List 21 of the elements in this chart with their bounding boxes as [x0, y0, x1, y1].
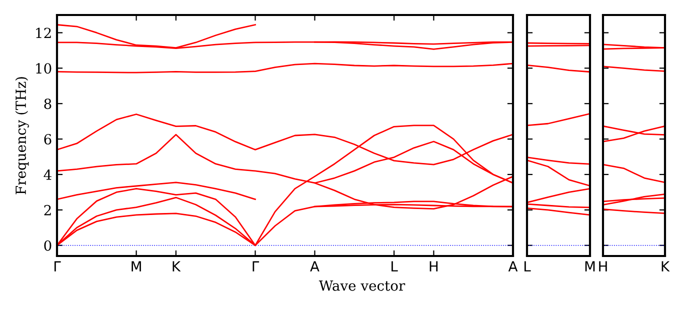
y-tick-label: 4	[44, 169, 52, 180]
x-tick-label: Γ	[252, 261, 260, 272]
y-tick-label: 8	[44, 98, 52, 110]
y-tick-label: 2	[44, 204, 51, 216]
y-axis-title: Frequency (THz)	[15, 77, 29, 194]
x-tick-label: H	[599, 261, 607, 272]
x-tick-label: K	[172, 261, 181, 272]
x-tick-label: L	[392, 261, 398, 272]
x-tick-label: M	[585, 261, 595, 272]
x-tick-label: A	[508, 261, 518, 272]
x-tick-label: K	[662, 261, 670, 272]
x-tick-label: M	[132, 261, 141, 272]
x-axis-title: Wave vector	[318, 280, 406, 291]
x-tick-label: A	[310, 261, 320, 272]
x-tick-label: Γ	[54, 261, 61, 272]
y-tick-label: 6	[44, 134, 52, 145]
x-tick-label: H	[430, 261, 438, 272]
x-tick-label: L	[524, 261, 531, 272]
y-tick-label: 10	[36, 63, 52, 74]
y-tick-label: 0	[44, 240, 52, 251]
y-tick-label: 12	[36, 28, 51, 38]
